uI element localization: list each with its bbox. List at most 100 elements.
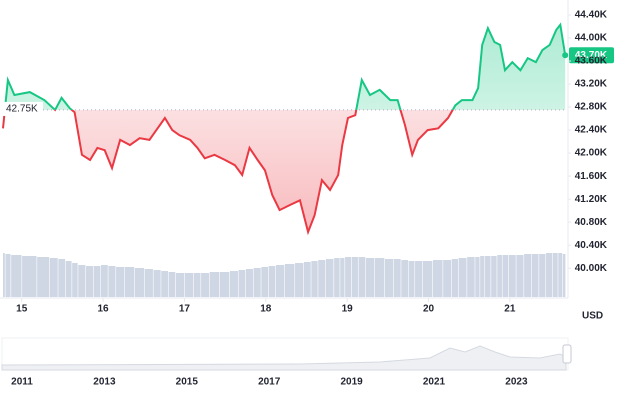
navigator-handle[interactable]: [562, 344, 572, 364]
volume-bar: [201, 273, 210, 297]
volume-bar: [524, 254, 532, 297]
volume-bar: [458, 258, 467, 297]
volume-bar: [497, 255, 502, 297]
current-price-box: [569, 47, 614, 64]
y-tick-label: 43.20K: [575, 79, 608, 90]
navigator-tick-label: 2013: [93, 377, 116, 388]
volume-bar: [134, 268, 144, 297]
volume-bar: [245, 269, 253, 297]
y-tick-label: 41.20K: [575, 194, 608, 205]
volume-bar: [37, 257, 50, 297]
price-line-above: [3, 22, 567, 110]
volume-bar: [65, 261, 72, 297]
volume-bar: [168, 272, 176, 297]
volume-bar: [209, 272, 220, 297]
volume-bar: [432, 260, 443, 297]
baseline-label-bg: [3, 101, 43, 116]
volume-bar: [539, 254, 546, 297]
volume-bar: [443, 260, 452, 297]
volume-bar: [85, 266, 94, 297]
y-tick-label: 42.80K: [575, 102, 608, 113]
volume-bar: [261, 267, 269, 297]
navigator-tick-label: 2023: [505, 377, 528, 388]
volume-bar: [546, 253, 553, 297]
volume-bar: [384, 259, 394, 297]
volume-bar: [408, 261, 415, 297]
volume-bar: [491, 256, 497, 297]
volume-bar: [374, 258, 385, 297]
volume-bar: [153, 270, 161, 297]
volume-bar: [229, 271, 238, 297]
volume-bar: [5, 254, 11, 297]
volume-bar: [58, 259, 66, 297]
volume-bar: [304, 262, 311, 297]
y-tick-label: 42.00K: [575, 148, 608, 159]
x-tick-label: 20: [423, 304, 435, 315]
volume-bar: [358, 257, 366, 297]
y-tick-label: 42.40K: [575, 125, 608, 136]
current-price-dot: [562, 52, 569, 59]
x-tick-label: 15: [16, 304, 28, 315]
area-below: [3, 109, 453, 232]
volume-bar: [451, 259, 459, 297]
volume-bar: [340, 258, 345, 297]
volume-bar: [184, 273, 194, 297]
volume-bar: [558, 253, 563, 297]
volume-bar: [393, 259, 401, 297]
volume-bar: [475, 257, 480, 297]
y-tick-label: 40.00K: [575, 263, 608, 274]
y-tick-label: 43.60K: [575, 56, 608, 67]
volume-bar: [284, 264, 295, 297]
volume-bar: [144, 269, 153, 297]
volume-bar: [365, 258, 375, 297]
volume-bar: [11, 255, 22, 297]
navigator-history: [1, 345, 567, 371]
x-tick-label: 18: [260, 304, 272, 315]
volume-bar: [253, 268, 261, 297]
navigator-tick-label: 2011: [11, 377, 33, 388]
navigator-tick-label: 2017: [258, 377, 281, 388]
volume-bar: [562, 254, 566, 297]
volume-bar: [552, 253, 558, 297]
volume-bar: [49, 258, 58, 297]
volume-bar: [351, 257, 358, 297]
volume-bar: [334, 258, 340, 297]
volume-bar: [485, 256, 491, 297]
x-tick-label: 16: [98, 304, 110, 315]
x-tick-label: 19: [342, 304, 354, 315]
y-tick-label: 41.60K: [575, 171, 608, 182]
volume-bar: [161, 271, 168, 297]
volume-bar: [508, 255, 516, 297]
volume-bar: [175, 273, 185, 297]
volume-bar: [125, 267, 135, 297]
volume-bar: [101, 265, 108, 297]
price-line-below: [2, 109, 454, 236]
volume-bar: [3, 253, 5, 297]
volume-bar: [318, 260, 326, 297]
volume-bar: [72, 263, 78, 297]
volume-bar: [502, 255, 509, 297]
y-tick-label: 40.80K: [575, 217, 608, 228]
volume-bar: [275, 265, 285, 297]
volume-bar: [22, 256, 37, 297]
y-tick-label: 44.00K: [575, 33, 608, 44]
volume-bar: [268, 266, 276, 297]
volume-bar: [78, 265, 86, 297]
volume-bar: [531, 254, 539, 297]
current-price-label: 43.70K: [575, 50, 608, 61]
volume-bar: [93, 266, 101, 297]
volume-bar: [467, 257, 475, 297]
x-tick-label: 17: [179, 304, 191, 315]
volume-bar: [295, 263, 304, 297]
y-tick-label: 40.40K: [575, 240, 608, 251]
x-tick-label: 21: [504, 304, 516, 315]
volume-bar: [108, 266, 116, 297]
currency-label: USD: [582, 311, 603, 322]
volume-bar: [516, 255, 524, 297]
volume-bar: [311, 261, 318, 297]
volume-bar: [238, 270, 246, 297]
volume-bar: [415, 261, 423, 297]
volume-bar: [401, 260, 408, 297]
baseline-label: 42.75K: [6, 104, 38, 115]
